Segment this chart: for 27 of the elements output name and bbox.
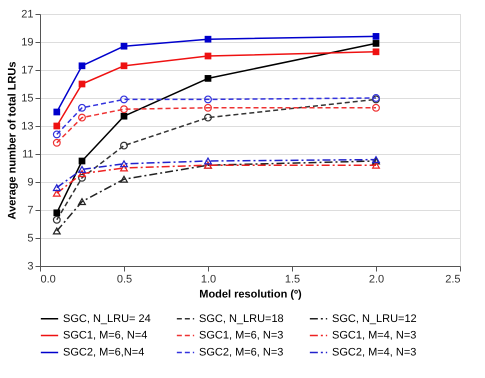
- y-tick-label: 3: [27, 260, 34, 272]
- x-tick-label: 2.5: [445, 274, 460, 286]
- x-tick-label: 1.5: [284, 274, 300, 286]
- legend-label: SGC, N_LRU= 24: [63, 312, 151, 325]
- y-tick-label: 15: [21, 92, 34, 104]
- y-tick-label: 19: [21, 36, 34, 48]
- legend-label: SGC1, M=6, N=4: [63, 330, 148, 342]
- legend-label: SGC, N_LRU=12: [332, 312, 417, 325]
- legend-label: SGC2, M=6,N=4: [63, 346, 144, 358]
- legend-label: SGC1, M=4, N=3: [332, 330, 416, 342]
- y-tick-label: 7: [27, 204, 34, 216]
- y-tick-label: 17: [21, 64, 34, 76]
- x-tick-label: 1.0: [200, 274, 216, 286]
- legend-label: SGC2, M=6, N=3: [199, 346, 284, 358]
- y-tick-label: 5: [27, 232, 34, 244]
- x-tick-label: 0.5: [116, 274, 132, 286]
- y-tick-label: 11: [22, 148, 34, 160]
- legend-label: SGC, N_LRU=18: [199, 312, 284, 325]
- y-tick-label: 21: [21, 8, 34, 20]
- x-axis-title: Model resolution (º): [199, 288, 302, 300]
- y-tick-label: 9: [27, 176, 34, 188]
- y-axis-title: Average number of total LRUs: [6, 62, 18, 220]
- legend-label: SGC2, M=4, N=3: [332, 346, 416, 358]
- legend-label: SGC1, M=6, N=3: [199, 330, 284, 342]
- x-tick-label: 0.0: [40, 274, 56, 286]
- y-tick-label: 13: [21, 120, 34, 132]
- x-tick-label: 2.0: [368, 274, 384, 286]
